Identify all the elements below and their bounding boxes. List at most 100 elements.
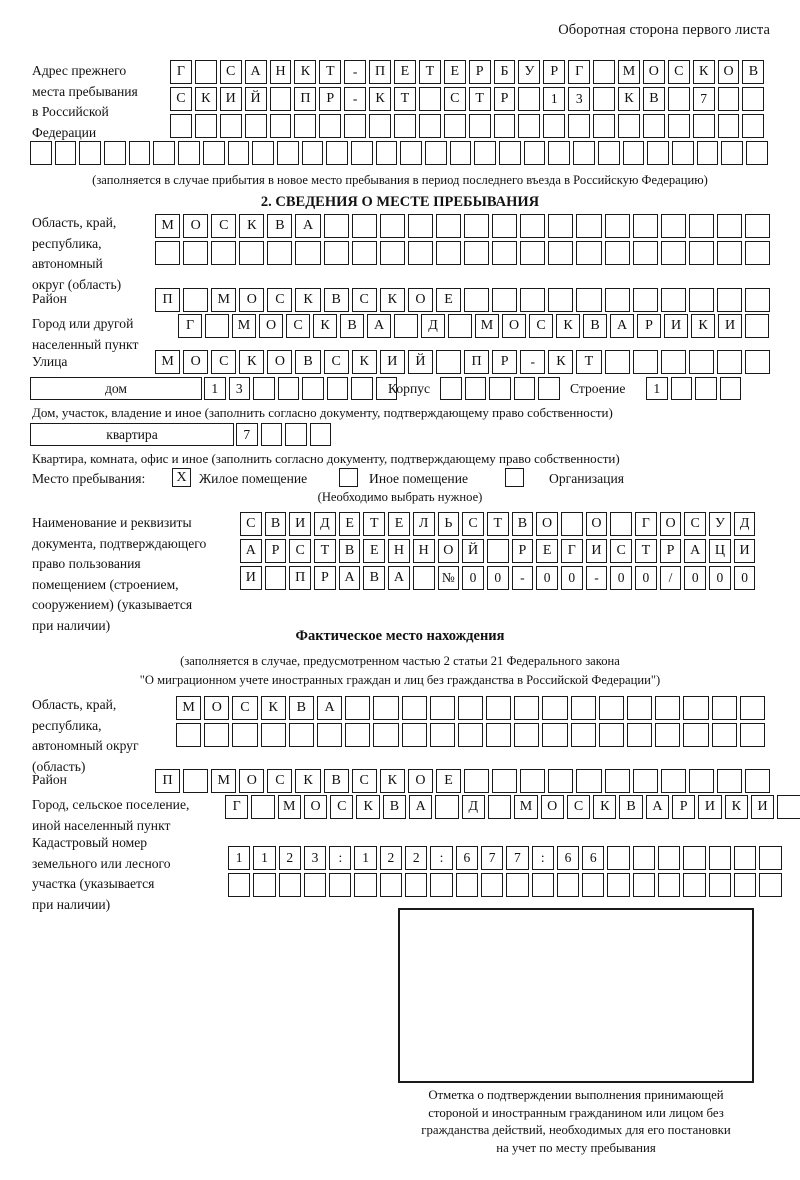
char-cell[interactable] [288,723,314,747]
char-cell[interactable] [323,214,349,238]
char-cell[interactable] [655,696,681,720]
char-cell[interactable] [373,696,399,720]
char-cell[interactable]: Г [225,795,249,819]
char-cell[interactable]: П [464,350,490,374]
char-cell[interactable]: Д [421,314,445,338]
char-cell[interactable] [716,214,742,238]
char-cell[interactable]: К [260,696,286,720]
char-cell[interactable]: К [313,314,337,338]
char-cell[interactable]: 1 [228,846,251,870]
char-cell[interactable]: Р [637,314,661,338]
char-cell[interactable] [183,288,209,312]
char-cell[interactable]: В [642,87,665,111]
char-cell[interactable]: 7 [236,423,258,446]
char-cell[interactable] [319,114,342,138]
char-cell[interactable] [688,769,714,793]
char-cell[interactable] [405,873,428,897]
char-cell[interactable] [683,873,706,897]
char-cell[interactable] [329,873,352,897]
char-cell[interactable] [604,769,630,793]
char-cell[interactable]: О [239,288,265,312]
char-cell[interactable] [326,377,348,400]
char-cell[interactable] [622,141,645,165]
char-cell[interactable]: А [388,566,410,590]
char-cell[interactable] [251,795,275,819]
char-cell[interactable] [695,377,717,400]
char-cell[interactable] [632,350,658,374]
char-cell[interactable] [716,350,742,374]
char-cell[interactable]: В [338,539,361,563]
char-cell[interactable]: Е [435,288,462,312]
char-cell[interactable] [604,241,630,265]
char-cell[interactable] [239,241,265,265]
char-cell[interactable] [345,696,371,720]
char-cell[interactable] [194,114,217,138]
char-cell[interactable] [407,241,433,265]
cadastral-row-2[interactable] [228,873,785,897]
char-cell[interactable]: В [323,288,349,312]
char-cell[interactable] [660,288,686,312]
char-cell[interactable]: П [369,60,392,84]
char-cell[interactable]: С [351,288,377,312]
char-cell[interactable]: С [289,539,312,563]
char-cell[interactable]: С [330,795,354,819]
char-cell[interactable]: А [610,314,634,338]
char-cell[interactable] [253,873,276,897]
char-cell[interactable]: М [232,314,256,338]
char-cell[interactable]: С [529,314,553,338]
char-cell[interactable]: С [267,288,293,312]
char-cell[interactable] [683,696,709,720]
char-cell[interactable] [514,723,540,747]
char-cell[interactable]: Т [314,539,336,563]
char-cell[interactable] [538,377,560,400]
char-cell[interactable] [570,723,596,747]
char-cell[interactable]: С [240,512,262,536]
char-cell[interactable] [379,241,405,265]
char-cell[interactable] [660,350,686,374]
char-cell[interactable]: Д [733,512,756,536]
char-cell[interactable] [688,241,714,265]
char-cell[interactable]: 1 [204,377,226,400]
char-cell[interactable] [520,214,546,238]
char-cell[interactable] [632,769,658,793]
char-cell[interactable] [593,60,616,84]
char-cell[interactable]: 3 [228,377,250,400]
char-cell[interactable] [708,846,731,870]
char-cell[interactable]: Р [468,60,491,84]
stroenie-row[interactable]: 1 [646,377,744,400]
char-cell[interactable]: Т [319,60,342,84]
char-cell[interactable] [597,141,620,165]
char-cell[interactable]: Й [462,539,484,563]
char-cell[interactable]: 1 [543,87,566,111]
char-cell[interactable] [412,566,435,590]
char-cell[interactable] [717,87,740,111]
char-cell[interactable] [593,114,616,138]
char-cell[interactable] [548,288,574,312]
char-cell[interactable] [708,873,731,897]
char-cell[interactable] [632,288,658,312]
char-cell[interactable] [480,873,504,897]
char-cell[interactable] [104,141,126,165]
char-cell[interactable]: М [514,795,538,819]
char-cell[interactable]: 7 [692,87,715,111]
char-cell[interactable] [716,769,742,793]
char-cell[interactable] [170,114,192,138]
char-cell[interactable] [777,795,800,819]
char-cell[interactable]: Н [412,539,435,563]
char-cell[interactable] [520,241,546,265]
char-cell[interactable] [683,723,709,747]
stay-place-checkbox-organization[interactable] [505,468,524,487]
char-cell[interactable]: И [219,87,242,111]
char-cell[interactable] [418,114,441,138]
char-cell[interactable] [418,87,441,111]
char-cell[interactable]: 0 [733,566,756,590]
char-cell[interactable] [486,723,512,747]
char-cell[interactable] [30,141,52,165]
char-cell[interactable] [486,539,509,563]
char-cell[interactable]: О [303,795,328,819]
char-cell[interactable] [401,723,427,747]
char-cell[interactable] [373,723,399,747]
